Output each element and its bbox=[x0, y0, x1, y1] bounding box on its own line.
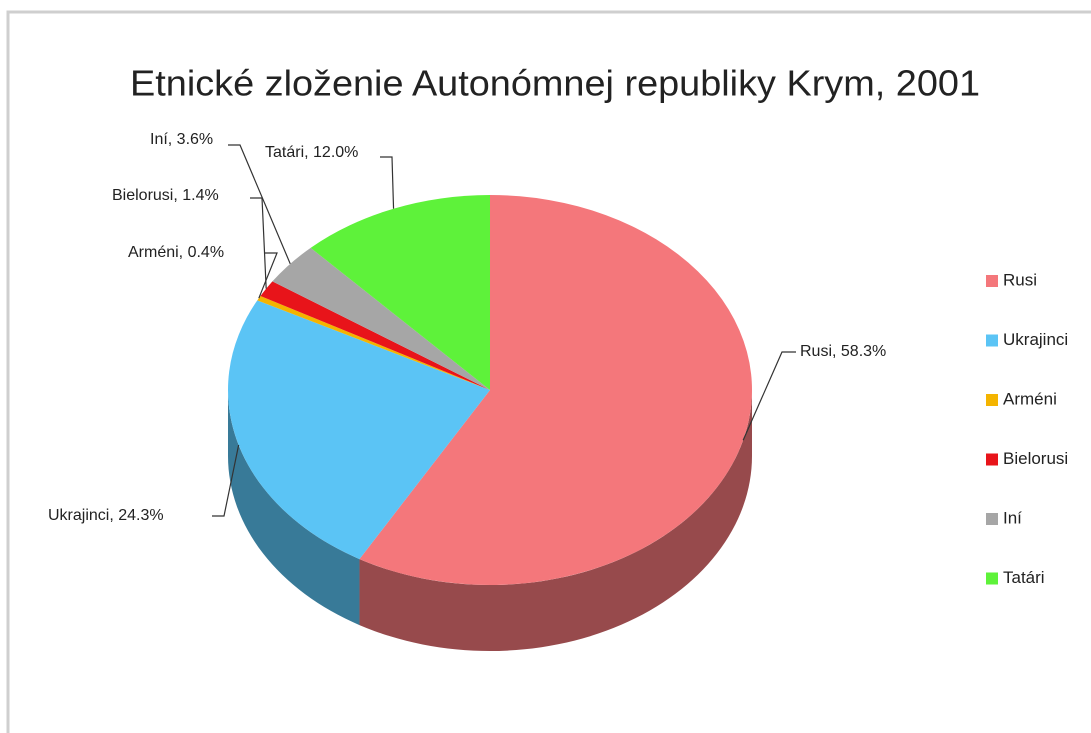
data-label: Ukrajinci, 24.3% bbox=[48, 507, 164, 524]
slice bbox=[310, 195, 490, 390]
slice bbox=[359, 195, 752, 585]
slice bbox=[260, 281, 490, 390]
slice bbox=[272, 247, 490, 390]
leader-line bbox=[380, 156, 395, 209]
data-label: Arméni, 0.4% bbox=[128, 244, 224, 261]
legend-swatch bbox=[986, 572, 998, 585]
leader-line bbox=[228, 144, 291, 265]
legend-swatch bbox=[986, 513, 998, 525]
legend-swatch bbox=[986, 394, 998, 406]
slice-side bbox=[359, 390, 752, 651]
legend-label: Tatári bbox=[1003, 568, 1045, 587]
data-label: Rusi, 58.3% bbox=[800, 343, 886, 360]
chart-title: Etnické zloženie Autonómnej republiky Kr… bbox=[130, 63, 980, 104]
leader-line bbox=[258, 252, 278, 299]
slice-side bbox=[228, 390, 360, 626]
slice bbox=[228, 300, 491, 560]
leader-line bbox=[742, 351, 796, 441]
leader-line bbox=[212, 444, 240, 517]
legend-label: Iní bbox=[1003, 508, 1022, 527]
data-label: Iní, 3.6% bbox=[150, 131, 213, 148]
legend-label: Bielorusi bbox=[1003, 449, 1068, 468]
legend-swatch bbox=[986, 275, 998, 287]
legend-label: Rusi bbox=[1003, 270, 1037, 289]
data-label: Bielorusi, 1.4% bbox=[112, 187, 219, 204]
legend-label: Arméni bbox=[1003, 389, 1057, 408]
legend-swatch bbox=[986, 334, 998, 347]
data-label: Tatári, 12.0% bbox=[265, 144, 358, 161]
legend-swatch bbox=[986, 453, 998, 466]
legend-label: Ukrajinci bbox=[1003, 330, 1068, 349]
slice bbox=[257, 296, 490, 390]
